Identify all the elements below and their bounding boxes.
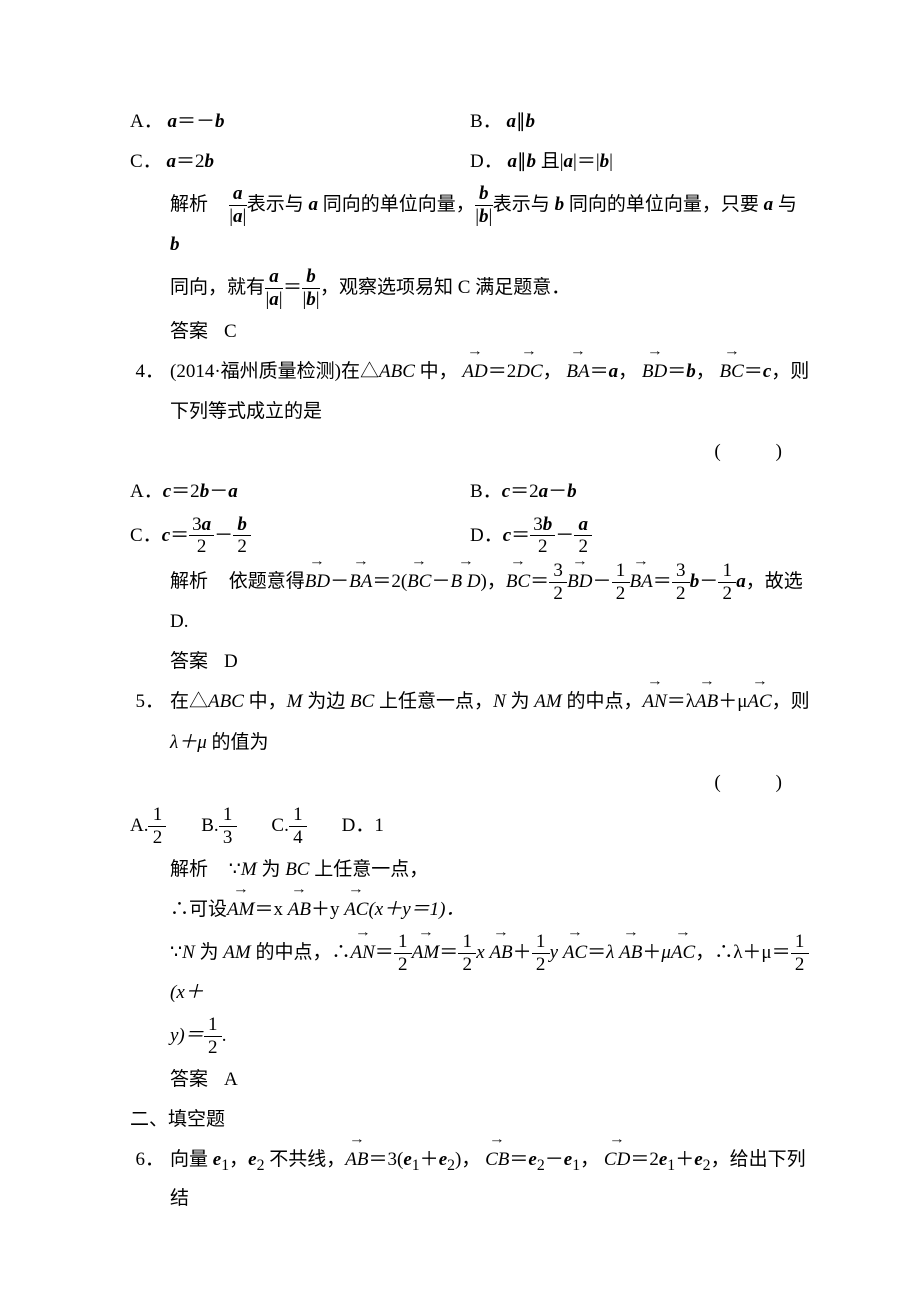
q5-options: A.12 B.13 C.14 D．1 [130,805,810,848]
q3-opt-d-label: D． [470,151,503,172]
analysis-label: 解析 [170,194,208,215]
q5-analysis-l3: ∵N 为 AM 的中点，∴AN＝12AM＝12x AB＋12y AC＝λ AB＋… [130,932,810,1011]
q5-paren: ( ) [130,765,810,801]
q4: 4． (2014·福州质量检测)在△ABC 中， AD＝2DC， BA＝a， B… [130,354,810,390]
q3-opt-c-label: C． [130,151,162,172]
q4-stem-line2: 下列等式成立的是 [130,394,810,430]
q5: 5． 在△ABC 中，M 为边 BC 上任意一点，N 为 AM 的中点，AN＝λ… [130,684,810,720]
q5-analysis-l2: ∴可设AM＝x AB＋y AC(x＋y＝1)． [130,892,810,928]
q3-analysis: 解析 a|a|表示与 a 同向的单位向量，b|b|表示与 b 同向的单位向量，只… [130,184,810,263]
q3-opt-d-text: a∥b 且|a|＝|b| [507,151,612,172]
q4-opt-b: B．c＝2a－b [470,474,810,510]
section-2-title: 二、填空题 [130,1102,810,1138]
q3-opt-a-label: A． [130,111,163,132]
q5-analysis-l1: 解析 ∵M 为 BC 上任意一点， [130,852,810,888]
q4-opt-d: D．c＝3b2－a2 [470,515,810,558]
q3-analysis-line2: 同向，就有a|a|＝b|b|，观察选项易知 C 满足题意． [130,267,810,310]
q3-opt-c-text: a＝2b [166,151,214,172]
q5-answer: 答案A [130,1062,810,1098]
q4-analysis: 解析 依题意得BD－BA＝2(BC－B D)，BC＝32BD－12BA＝32b－… [130,561,810,640]
q5-analysis-l4: y)＝12. [130,1015,810,1058]
q4-paren: ( ) [130,434,810,470]
q6: 6． 向量 e1，e2 不共线，AB＝3(e1＋e2)， CB＝e2－e1， C… [130,1142,810,1217]
q3-opt-a-text: a＝－b [167,111,224,132]
q3-opt-b-label: B． [470,111,502,132]
q4-opt-c: C．c＝3a2－b2 [130,515,470,558]
q5-stem-line2: λ＋μ 的值为 [130,725,810,761]
q3-opt-b-text: a∥b [506,111,535,132]
q4-opt-a: A．c＝2b－a [130,474,470,510]
